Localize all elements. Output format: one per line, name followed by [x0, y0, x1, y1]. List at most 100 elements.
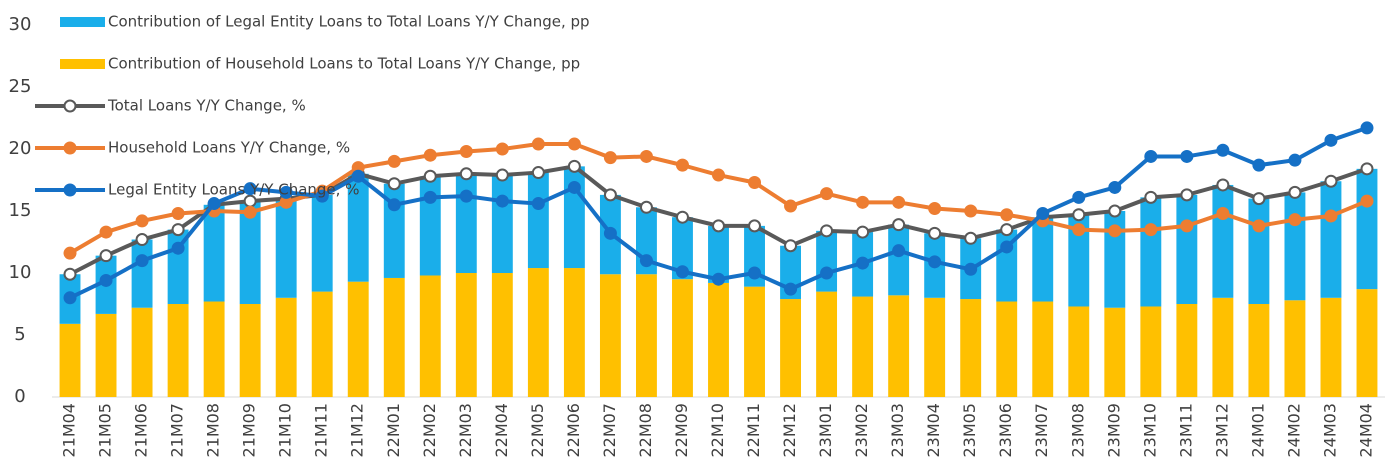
x-tick-label: 24M02 [1284, 403, 1303, 458]
marker [135, 254, 149, 268]
x-tick-label: 24M03 [1320, 403, 1339, 458]
marker [1216, 143, 1230, 157]
bar [1212, 184, 1234, 298]
marker [63, 291, 77, 305]
bar [347, 281, 369, 397]
x-tick-label: 23M09 [1104, 403, 1123, 458]
bar [383, 277, 405, 397]
bar [1284, 300, 1306, 397]
marker [99, 225, 113, 239]
marker [748, 266, 762, 280]
marker [135, 233, 149, 247]
bar [924, 297, 946, 397]
bar [131, 307, 153, 397]
marker [1324, 209, 1338, 223]
bar [455, 173, 477, 273]
bar [996, 301, 1018, 397]
legend-label: Total Loans Y/Y Change, % [107, 97, 306, 115]
bar [239, 304, 261, 397]
bar [1104, 307, 1126, 397]
x-tick-label: 23M06 [996, 403, 1015, 458]
marker [495, 194, 509, 208]
marker [1324, 133, 1338, 147]
marker [495, 168, 509, 182]
marker [531, 197, 545, 211]
bar [1248, 198, 1270, 304]
marker [1180, 219, 1194, 233]
marker [531, 137, 545, 151]
marker [820, 224, 834, 238]
marker [964, 262, 978, 276]
bar [239, 201, 261, 304]
x-tick-label: 24M01 [1248, 403, 1267, 458]
marker [99, 249, 113, 263]
marker [1036, 206, 1050, 220]
marker [1000, 223, 1014, 237]
y-tick-label: 25 [9, 76, 32, 97]
bar [347, 173, 369, 282]
marker [1216, 206, 1230, 220]
legend-label: Legal Entity Loans Y/Y Change, % [108, 181, 359, 199]
bar [852, 296, 874, 397]
marker [567, 159, 581, 173]
marker [171, 206, 185, 220]
bar [527, 268, 549, 397]
x-tick-label: 23M04 [924, 403, 943, 458]
bar [816, 291, 838, 397]
marker [1108, 180, 1122, 194]
x-tick-label: 22M12 [780, 403, 799, 458]
legend-marker [63, 99, 77, 113]
bar [672, 217, 693, 280]
bar [1212, 297, 1234, 397]
marker [207, 197, 221, 211]
bar [672, 279, 693, 397]
marker [784, 199, 798, 213]
bar [1068, 214, 1090, 307]
x-tick-label: 22M07 [600, 403, 619, 458]
x-tick-label: 22M11 [744, 403, 763, 458]
bar [419, 275, 441, 397]
x-tick-label: 21M12 [348, 403, 367, 458]
bar [1104, 211, 1126, 308]
x-tick-label: 22M05 [528, 403, 547, 458]
marker [639, 149, 653, 163]
marker [243, 205, 257, 219]
bar [1140, 306, 1162, 397]
marker [892, 244, 906, 258]
legend-label: Contribution of Legal Entity Loans to To… [108, 13, 590, 31]
x-tick-label: 21M08 [204, 403, 223, 458]
bar [708, 225, 729, 283]
marker [531, 166, 545, 180]
marker [712, 168, 725, 182]
bar [780, 299, 802, 397]
x-tick-label: 23M02 [852, 403, 871, 458]
x-tick-label: 23M10 [1140, 403, 1159, 458]
marker [423, 169, 437, 183]
bar [708, 282, 729, 397]
marker [1324, 174, 1338, 188]
marker [171, 241, 185, 255]
marker [1108, 204, 1122, 218]
x-tick-label: 22M09 [672, 403, 691, 458]
marker [1216, 178, 1230, 192]
x-tick-label: 23M11 [1176, 403, 1195, 458]
x-tick-label: 22M04 [492, 403, 511, 458]
bar [744, 286, 765, 397]
marker [1252, 158, 1266, 172]
bar [311, 291, 333, 397]
marker [423, 148, 437, 162]
marker [928, 202, 942, 216]
bar [1032, 217, 1054, 302]
x-tick-label: 23M07 [1032, 403, 1051, 458]
marker [675, 265, 689, 279]
x-tick-label: 23M01 [816, 403, 835, 458]
bar [888, 295, 910, 397]
bar [203, 301, 225, 397]
marker [784, 282, 798, 296]
marker [1072, 223, 1086, 237]
x-tick-label: 22M03 [456, 403, 475, 458]
x-tick-label: 22M10 [708, 403, 727, 458]
bar [1140, 197, 1162, 307]
bar [311, 194, 333, 292]
